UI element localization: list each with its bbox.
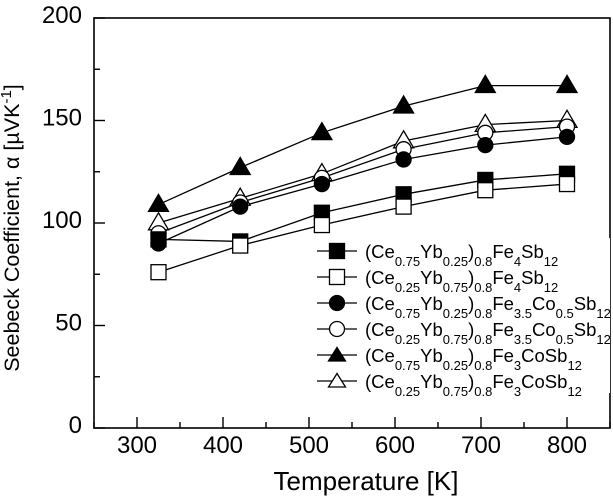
svg-text:Temperature [K]: Temperature [K]	[274, 466, 459, 496]
svg-text:100: 100	[42, 207, 82, 234]
svg-text:400: 400	[203, 432, 243, 459]
svg-text:200: 200	[42, 2, 82, 29]
svg-text:50: 50	[55, 310, 82, 337]
svg-text:500: 500	[289, 432, 329, 459]
svg-text:150: 150	[42, 105, 82, 132]
svg-text:300: 300	[117, 432, 157, 459]
svg-text:Seebeck Coefficient, α [µVK-1]: Seebeck Coefficient, α [µVK-1]	[0, 84, 24, 372]
svg-text:800: 800	[547, 432, 587, 459]
svg-text:0: 0	[69, 412, 82, 439]
svg-text:700: 700	[461, 432, 501, 459]
svg-text:600: 600	[375, 432, 415, 459]
